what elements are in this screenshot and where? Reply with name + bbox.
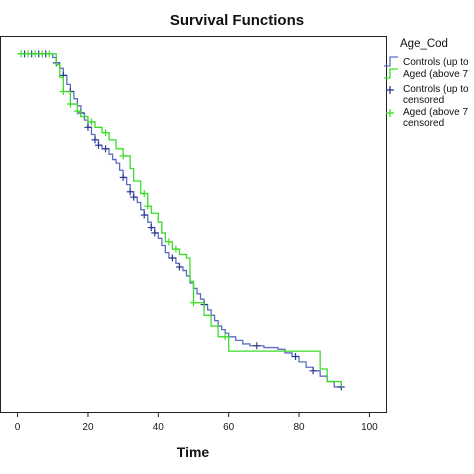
x-axis: 0 20 40 60 80 100 [15, 412, 378, 433]
censor-mark [31, 50, 39, 58]
legend-label: Aged (above 7 [403, 107, 468, 118]
legend-swatch-line [384, 68, 398, 79]
legend-label: Controls (up to [403, 57, 469, 68]
censor-mark [309, 367, 317, 375]
x-tick-label: 60 [223, 422, 235, 433]
censor-mark [119, 152, 127, 160]
x-tick-label: 80 [293, 422, 305, 433]
legend-swatch-line [384, 56, 398, 67]
censor-mark [66, 100, 74, 108]
censor-mark [119, 173, 127, 181]
censor-mark [190, 299, 197, 307]
series-layer [17, 50, 345, 391]
censor-mark [140, 211, 148, 219]
censor-mark [38, 50, 46, 58]
censor-mark [91, 136, 99, 144]
x-tick-label: 100 [361, 422, 378, 433]
censor-mark [24, 50, 32, 58]
censor-mark [87, 118, 95, 126]
series-2 [17, 50, 342, 387]
censor-mark [126, 188, 134, 196]
censor-mark [73, 107, 81, 115]
censor-mark [84, 123, 92, 131]
x-axis-title: Time [177, 444, 210, 460]
censor-mark [292, 352, 300, 360]
censor-mark [17, 50, 25, 58]
legend-entry-1: Controls (up to [384, 56, 469, 68]
censor-mark [165, 238, 173, 246]
censor-mark [102, 145, 110, 153]
censor-mark [151, 229, 159, 237]
x-tick-label: 40 [153, 422, 165, 433]
plot-frame [0, 36, 387, 413]
censor-mark [175, 263, 183, 271]
censor-mark [253, 342, 261, 350]
censor-mark [168, 254, 176, 262]
legend-label: censored [403, 95, 444, 106]
legend-title: Age_Cod [400, 38, 448, 50]
x-tick-label: 20 [82, 422, 94, 433]
chart-title: Survival Functions [170, 12, 304, 29]
censor-mark [59, 88, 67, 96]
censor-mark [147, 224, 155, 232]
censor-mark [130, 193, 138, 201]
censor-mark [172, 245, 180, 253]
legend-entry-2: Aged (above 7 [384, 68, 468, 80]
legend-label: Controls (up to [403, 84, 469, 95]
legend-label: Aged (above 7 [403, 69, 468, 80]
survival-curve [17, 53, 342, 388]
legend-label: censored [403, 118, 444, 129]
censor-mark [45, 50, 53, 58]
censor-mark [221, 333, 229, 341]
censor-mark [102, 129, 110, 137]
censor-mark [140, 190, 148, 198]
censor-mark [95, 141, 103, 149]
x-tick-label: 0 [15, 422, 21, 433]
censor-mark [144, 202, 152, 210]
